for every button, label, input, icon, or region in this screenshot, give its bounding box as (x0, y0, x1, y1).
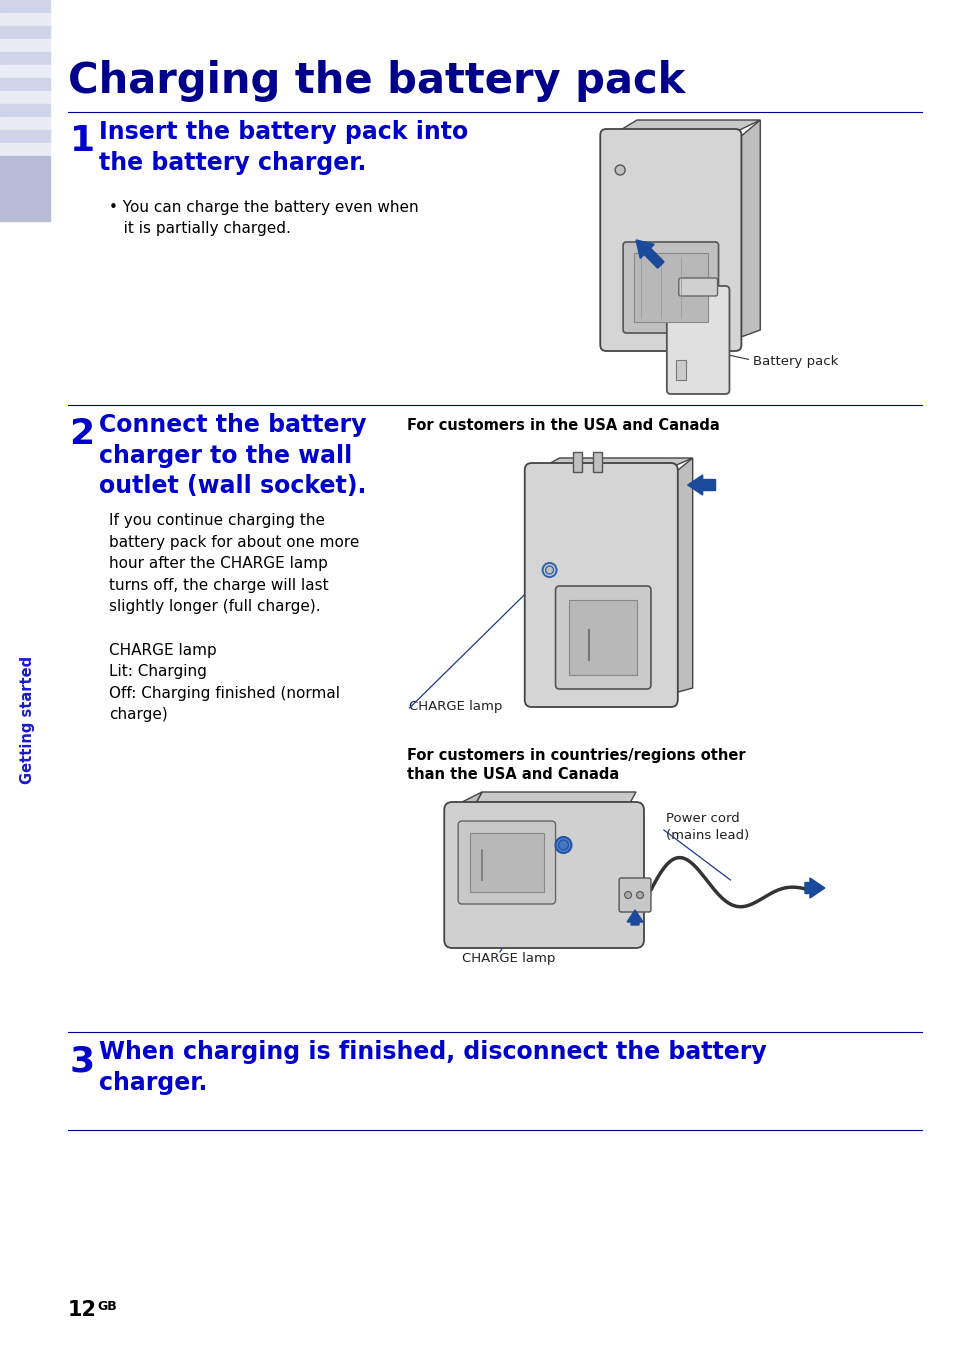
Text: 1: 1 (70, 123, 94, 157)
FancyArrow shape (636, 240, 663, 269)
Circle shape (555, 837, 571, 854)
Bar (0, 14, 50, 26)
FancyBboxPatch shape (679, 278, 717, 296)
Text: When charging is finished, disconnect the battery
charger.: When charging is finished, disconnect th… (99, 1039, 766, 1095)
FancyArrow shape (687, 475, 715, 495)
Polygon shape (452, 792, 481, 820)
Bar (0, 142, 50, 156)
Text: 12: 12 (68, 1300, 96, 1320)
Text: For customers in countries/regions other
than the USA and Canada: For customers in countries/regions other… (407, 748, 745, 782)
Bar (0, 156, 50, 221)
FancyBboxPatch shape (618, 878, 650, 912)
Text: 3: 3 (70, 1044, 94, 1077)
Bar (569, 600, 637, 674)
Circle shape (542, 563, 556, 577)
Bar (0, 65, 50, 77)
Circle shape (545, 566, 553, 574)
Polygon shape (537, 459, 692, 470)
Polygon shape (472, 792, 636, 810)
Text: GB: GB (97, 1300, 117, 1314)
FancyArrow shape (626, 911, 642, 925)
Text: Getting started: Getting started (20, 655, 35, 784)
Text: Battery pack: Battery pack (753, 356, 838, 368)
Text: 2: 2 (70, 417, 94, 451)
Bar (0, 117, 50, 130)
Text: Plug: Plug (566, 463, 595, 476)
Text: Charging the battery pack: Charging the battery pack (68, 60, 684, 102)
Polygon shape (735, 119, 760, 339)
Bar (0, 0, 50, 14)
FancyBboxPatch shape (622, 242, 718, 332)
FancyBboxPatch shape (555, 586, 650, 689)
Circle shape (636, 892, 643, 898)
Text: CHARGE lamp: CHARGE lamp (409, 700, 502, 712)
Bar (0, 77, 50, 91)
Text: If you continue charging the
battery pack for about one more
hour after the CHAR: If you continue charging the battery pac… (110, 513, 359, 722)
Text: • You can charge the battery even when
   it is partially charged.: • You can charge the battery even when i… (110, 199, 418, 236)
Circle shape (615, 166, 624, 175)
Circle shape (558, 840, 568, 849)
Bar (0, 26, 50, 39)
Bar (0, 52, 50, 65)
FancyBboxPatch shape (599, 129, 740, 351)
Bar (593, 452, 601, 472)
Polygon shape (612, 119, 760, 134)
Circle shape (624, 892, 631, 898)
Text: Insert the battery pack into
the battery charger.: Insert the battery pack into the battery… (99, 119, 468, 175)
Bar (634, 252, 707, 322)
FancyBboxPatch shape (524, 463, 677, 707)
FancyArrow shape (804, 878, 824, 898)
FancyBboxPatch shape (457, 821, 555, 904)
Bar (573, 452, 581, 472)
Text: CHARGE lamp: CHARGE lamp (461, 953, 555, 965)
Bar (0, 104, 50, 117)
Text: Connect the battery
charger to the wall
outlet (wall socket).: Connect the battery charger to the wall … (99, 413, 367, 498)
Bar (0, 39, 50, 52)
Polygon shape (670, 459, 692, 693)
FancyBboxPatch shape (444, 802, 643, 949)
Bar (0, 91, 50, 104)
Bar (675, 360, 685, 380)
Bar (470, 833, 543, 892)
FancyBboxPatch shape (666, 286, 729, 394)
Bar (0, 130, 50, 142)
Text: Power cord
(mains lead): Power cord (mains lead) (665, 811, 748, 841)
Text: For customers in the USA and Canada: For customers in the USA and Canada (407, 418, 720, 433)
